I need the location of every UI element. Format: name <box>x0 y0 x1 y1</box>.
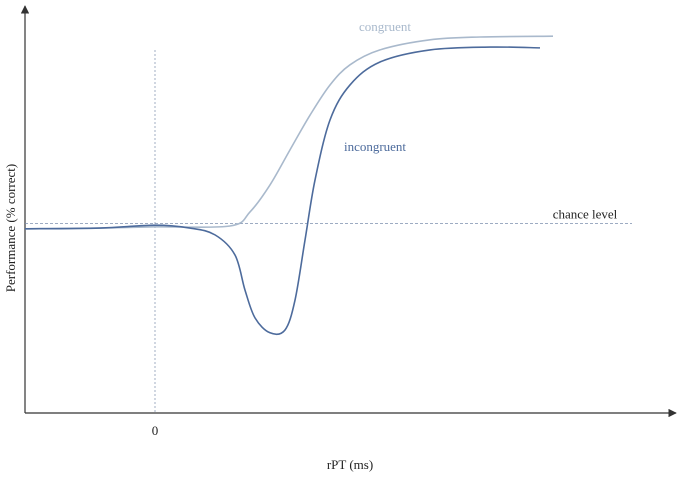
series-line <box>24 35 554 230</box>
chance-level-label: chance level <box>553 207 618 222</box>
series-line <box>24 46 541 336</box>
x-tick-label: 0 <box>152 423 159 438</box>
x-axis-label: rPT (ms) <box>327 457 373 472</box>
series-label: incongruent <box>344 139 406 154</box>
series-label: congruent <box>359 19 411 34</box>
y-axis-label: Performance (% correct) <box>3 164 18 292</box>
